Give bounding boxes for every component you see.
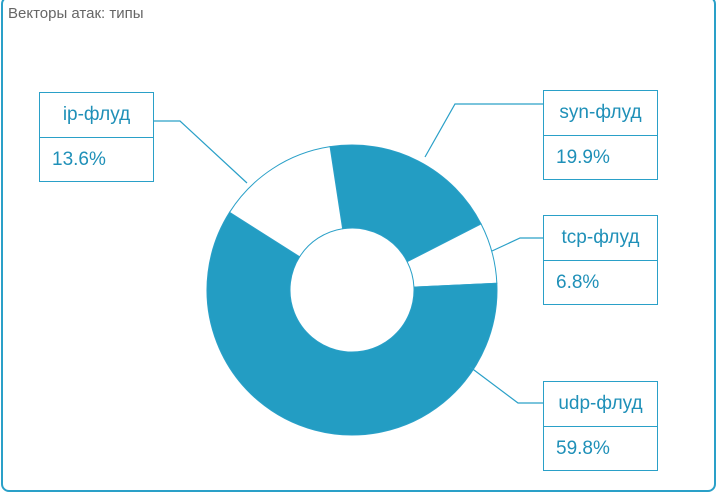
label-box-tcp: tcp-флуд 6.8%	[543, 215, 658, 305]
leader-line	[469, 366, 543, 404]
slice-syn-флуд	[329, 144, 482, 263]
slice-udp-флуд	[206, 211, 498, 436]
leader-line	[491, 237, 543, 252]
slice-value: 59.8%	[556, 438, 610, 459]
label-box-syn: syn-флуд 19.9%	[543, 90, 658, 180]
label-box-ip: ip-флуд 13.6%	[39, 92, 154, 182]
slice-value: 19.9%	[556, 147, 610, 168]
slice-ip-флуд	[228, 146, 344, 258]
leader-line	[154, 120, 248, 184]
label-box-udp: udp-флуд 59.8%	[543, 381, 658, 471]
chart-title: Векторы атак: типы	[8, 5, 144, 22]
leader-line	[424, 103, 543, 158]
slice-value: 6.8%	[556, 272, 600, 293]
slice-label: udp-флуд	[544, 382, 657, 427]
slice-value: 13.6%	[52, 149, 106, 170]
slice-label: syn-флуд	[544, 91, 657, 136]
slice-label: tcp-флуд	[544, 216, 657, 261]
slice-label: ip-флуд	[40, 93, 153, 138]
